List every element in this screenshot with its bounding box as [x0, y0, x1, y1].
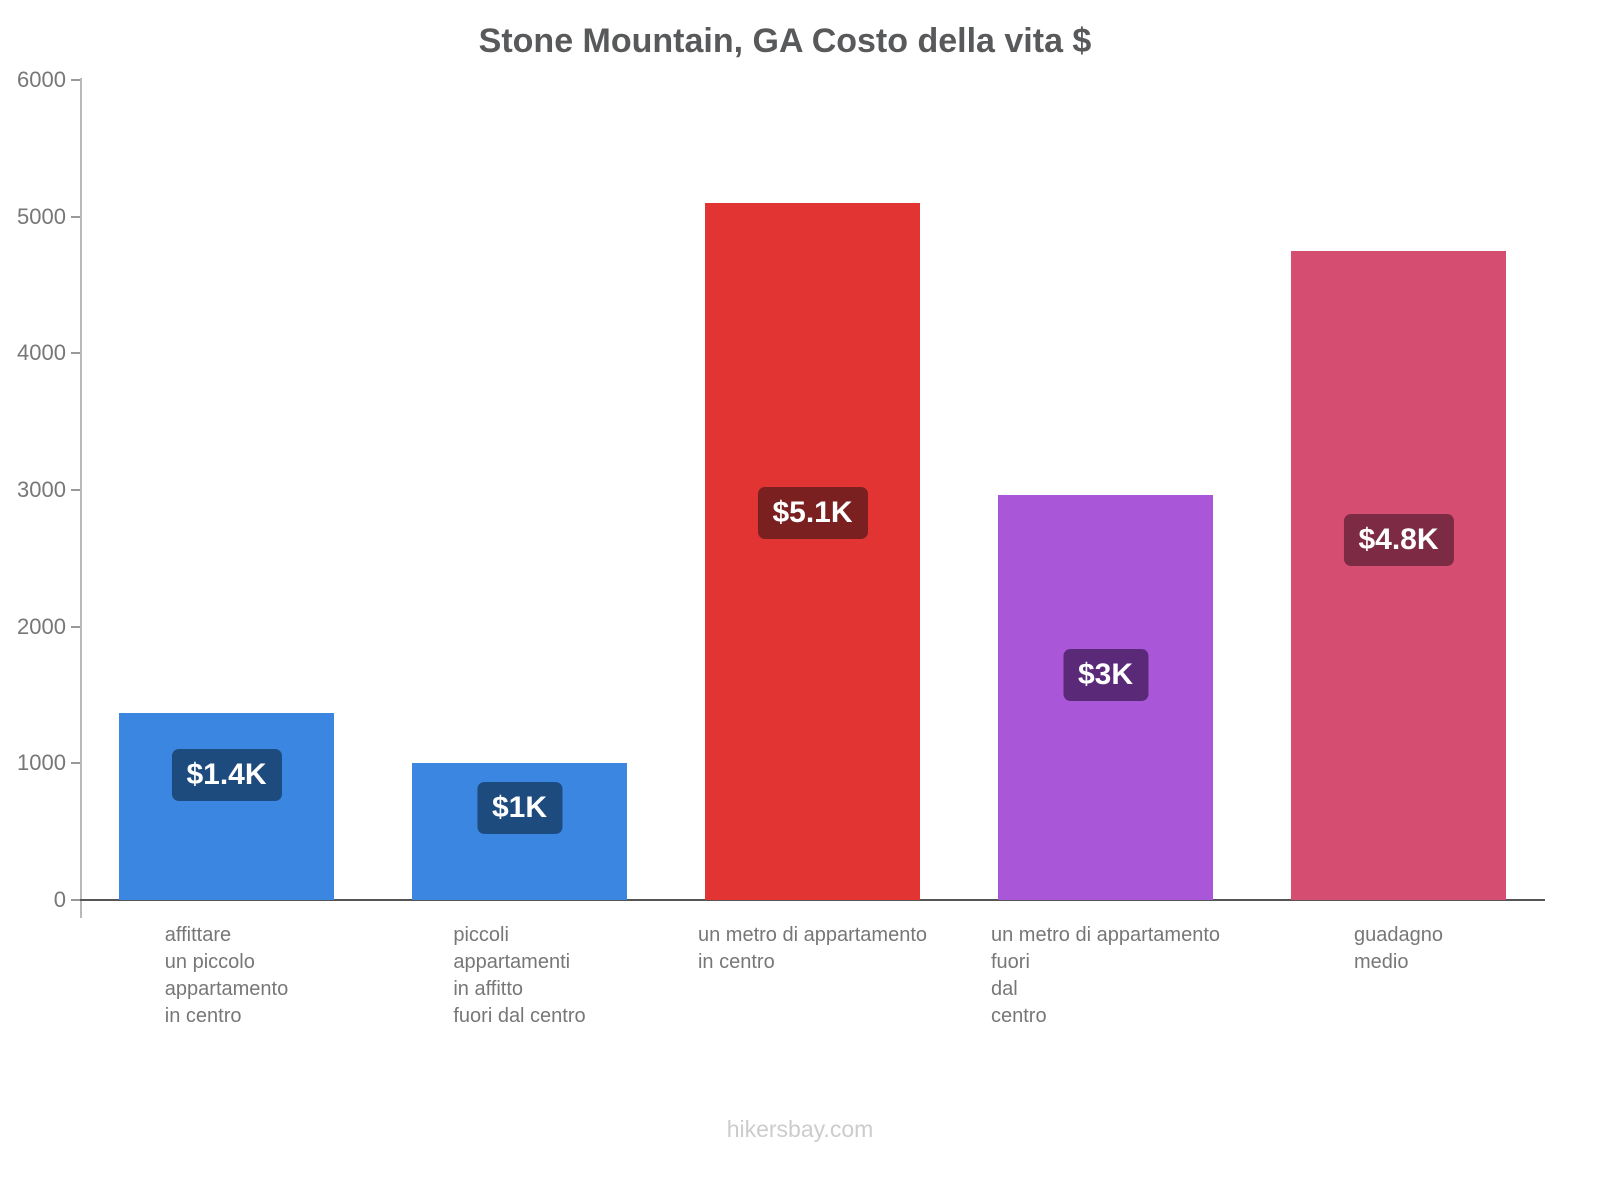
y-tick-mark [71, 79, 80, 81]
x-category-label: un metro di appartamento in centro [697, 924, 928, 973]
bar-value-label: $4.8K [1343, 513, 1454, 566]
y-tick-label: 2000 [17, 613, 66, 639]
y-tick-mark [71, 489, 80, 491]
y-axis-line [80, 78, 82, 918]
watermark-text: hikersbay.com [726, 1116, 874, 1142]
y-tick-mark [71, 625, 80, 628]
x-category-label: un metro di appartamento fuori dal centr… [990, 924, 1221, 1027]
bar-4[interactable]: $4.8K [1291, 250, 1506, 900]
x-category-label: piccoli appartamenti in affitto fuori da… [453, 924, 586, 1027]
y-tick-mark [71, 899, 80, 901]
bar-value-label: $1K [476, 782, 563, 835]
bar-value-label: $5.1K [757, 487, 868, 539]
y-tick-mark [71, 762, 80, 765]
x-category-label: guadagno medio [1354, 924, 1443, 973]
x-category-label: affittare un piccolo appartamento in cen… [164, 924, 289, 1027]
chart-title: Stone Mountain, GA Costo della vita $ [478, 22, 1092, 60]
bar-0[interactable]: $1.4K [119, 712, 334, 900]
bar-3[interactable]: $3K [998, 495, 1213, 900]
y-tick-label: 4000 [17, 340, 66, 366]
y-tick-label: 6000 [17, 67, 66, 92]
bar-2[interactable]: $5.1K [705, 203, 920, 900]
bar-value-label: $3K [1062, 649, 1149, 702]
y-tick-label: 0 [53, 887, 66, 912]
y-tick-label: 3000 [17, 477, 66, 502]
x-axis-line [80, 899, 1545, 901]
y-tick-mark [71, 352, 80, 355]
y-tick-label: 5000 [17, 203, 66, 229]
y-tick-label: 1000 [17, 750, 66, 776]
y-tick-mark [71, 215, 80, 218]
bar-value-label: $1.4K [171, 748, 282, 801]
bar-1[interactable]: $1K [412, 763, 627, 900]
